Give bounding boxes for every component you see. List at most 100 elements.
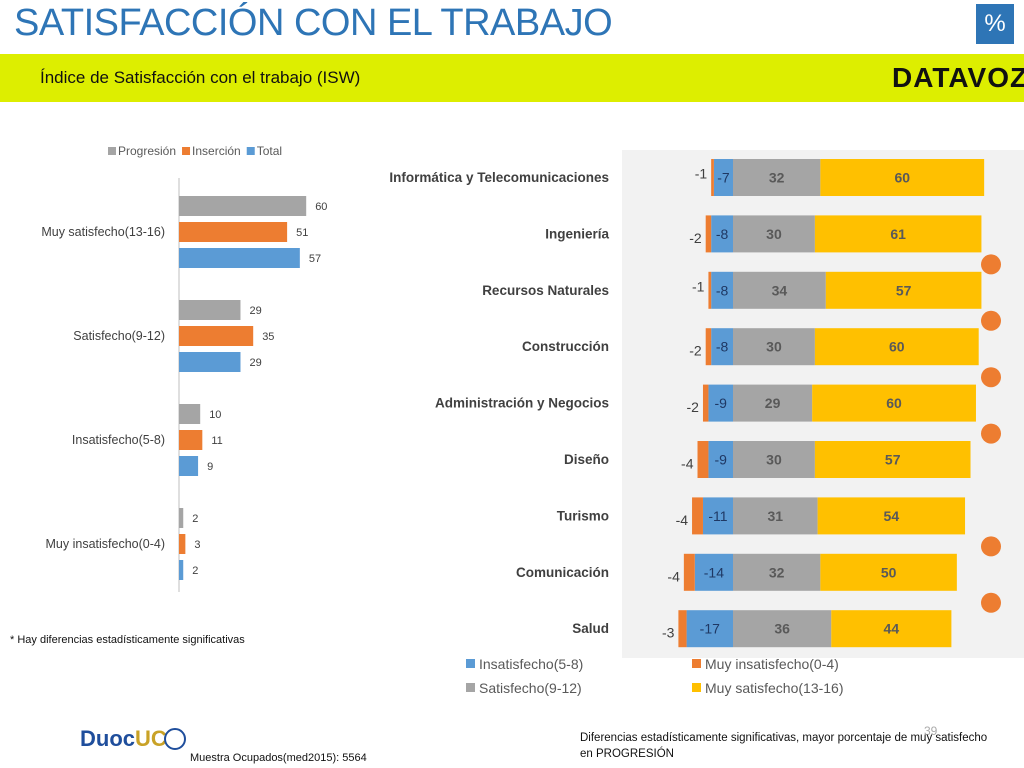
duoc-uc-logo: DuocUC — [78, 724, 186, 754]
legend-label-muy-insatisfecho-0-4: Muy insatisfecho(0-4) — [705, 656, 839, 672]
data-label-insatisfecho-ingenieria: -8 — [716, 226, 729, 242]
data-label-muy-insatisfecho-diseno: -4 — [681, 456, 694, 472]
data-label-satisfecho-comunicacion: 32 — [769, 564, 785, 580]
data-label-insatisfecho-salud: -17 — [700, 621, 720, 637]
bar-insercion-muy-insatisfecho-0-4 — [179, 534, 186, 554]
legend-swatch-muy-satisfecho-13-16 — [692, 683, 701, 692]
data-label-muy-satisfecho-construccion: 60 — [889, 339, 905, 355]
data-label-insatisfecho-comunicacion: -14 — [704, 564, 724, 580]
legend-label-progresion: Progresión — [118, 144, 176, 158]
data-label-total-muy-satisfecho-13-16: 57 — [309, 253, 321, 265]
bar-insatisfecho-administracion-y-negocios — [708, 384, 733, 422]
data-label-satisfecho-diseno: 30 — [766, 452, 782, 468]
bar-satisfecho-administracion-y-negocios — [733, 384, 813, 422]
bar-satisfecho-recursos-naturales — [733, 271, 826, 309]
bar-muy-insatisfecho-diseno — [697, 441, 709, 478]
bar-muy-satisfecho-recursos-naturales — [825, 271, 982, 309]
percent-badge: % — [976, 4, 1014, 44]
bar-insercion-muy-satisfecho-13-16 — [179, 222, 288, 242]
bar-muy-insatisfecho-informatica-y-telecomunicaciones — [711, 159, 714, 196]
data-label-muy-satisfecho-ingenieria: 61 — [890, 226, 906, 242]
bar-muy-insatisfecho-turismo — [692, 497, 703, 535]
data-label-muy-insatisfecho-turismo: -4 — [676, 512, 689, 528]
category-label-comunicacion: Comunicación — [516, 565, 609, 580]
category-label-administracion-y-negocios: Administración y Negocios — [435, 396, 609, 411]
data-label-muy-satisfecho-turismo: 54 — [884, 508, 900, 524]
category-label-informatica-y-telecomunicaciones: Informática y Telecomunicaciones — [389, 170, 609, 185]
data-label-satisfecho-turismo: 31 — [768, 508, 784, 524]
subtitle-banner: Índice de Satisfacción con el trabajo (I… — [0, 54, 1024, 102]
bar-muy-insatisfecho-administracion-y-negocios — [702, 384, 709, 422]
category-label-turismo: Turismo — [557, 508, 609, 523]
data-label-satisfecho-administracion-y-negocios: 29 — [765, 395, 781, 411]
bar-muy-insatisfecho-construccion — [705, 328, 712, 366]
legend-swatch-insatisfecho-5-8 — [466, 659, 475, 668]
bar-muy-insatisfecho-recursos-naturales — [708, 271, 712, 309]
significance-dot-ingenieria — [981, 254, 1001, 275]
legend-swatch-satisfecho-9-12 — [466, 683, 475, 692]
bar-progresion-muy-satisfecho-13-16 — [179, 196, 307, 216]
data-label-insercion-muy-insatisfecho-0-4: 3 — [194, 539, 200, 551]
bar-insatisfecho-turismo — [702, 497, 733, 535]
data-label-satisfecho-construccion: 30 — [766, 339, 782, 355]
bar-insatisfecho-diseno — [708, 441, 733, 478]
data-label-muy-insatisfecho-salud: -3 — [662, 625, 675, 641]
page-title: SATISFACCIÓN CON EL TRABAJO — [14, 2, 613, 44]
data-label-insatisfecho-diseno: -9 — [714, 452, 727, 468]
data-label-muy-satisfecho-recursos-naturales: 57 — [896, 282, 912, 298]
legend-label-insatisfecho-5-8: Insatisfecho(5-8) — [479, 656, 583, 672]
bar-insatisfecho-informatica-y-telecomunicaciones — [713, 159, 733, 196]
bar-muy-satisfecho-administracion-y-negocios — [812, 384, 976, 422]
data-label-progresion-muy-satisfecho-13-16: 60 — [315, 201, 327, 213]
data-label-muy-satisfecho-informatica-y-telecomunicaciones: 60 — [894, 170, 910, 186]
bar-insatisfecho-ingenieria — [711, 215, 733, 253]
bar-satisfecho-comunicacion — [733, 553, 821, 591]
data-label-insatisfecho-informatica-y-telecomunicaciones: -7 — [717, 170, 730, 186]
sample-size: Muestra Ocupados(med2015): 5564 — [190, 752, 367, 764]
bar-muy-satisfecho-comunicacion — [820, 553, 957, 591]
legend-label-muy-satisfecho-13-16: Muy satisfecho(13-16) — [705, 680, 844, 696]
bar-progresion-insatisfecho-5-8 — [179, 404, 201, 424]
data-label-muy-satisfecho-diseno: 57 — [885, 452, 901, 468]
bar-progresion-muy-insatisfecho-0-4 — [179, 508, 184, 528]
category-label-insatisfecho-5-8: Insatisfecho(5-8) — [72, 433, 165, 447]
significance-dot-comunicacion — [981, 592, 1001, 613]
bar-insatisfecho-salud — [686, 610, 733, 648]
category-label-muy-satisfecho-13-16: Muy satisfecho(13-16) — [41, 225, 165, 239]
category-label-recursos-naturales: Recursos Naturales — [482, 283, 609, 298]
bar-muy-insatisfecho-salud — [678, 610, 687, 648]
bar-insatisfecho-comunicacion — [694, 553, 733, 591]
data-label-satisfecho-recursos-naturales: 34 — [772, 282, 788, 298]
bar-insercion-satisfecho-9-12 — [179, 326, 254, 346]
legend-swatch-total — [246, 147, 255, 155]
category-label-ingenieria: Ingeniería — [545, 226, 609, 241]
data-label-progresion-insatisfecho-5-8: 10 — [209, 409, 221, 421]
legend-label-total: Total — [257, 144, 282, 158]
bar-insercion-insatisfecho-5-8 — [179, 430, 203, 450]
data-label-total-muy-insatisfecho-0-4: 2 — [192, 565, 198, 577]
bar-satisfecho-turismo — [733, 497, 818, 535]
significance-dot-administracion-y-negocios — [981, 423, 1001, 444]
bar-satisfecho-informatica-y-telecomunicaciones — [733, 159, 821, 196]
satisfaction-by-career-chart: Informática y Telecomunicaciones -7 -1 32 60… — [389, 150, 1024, 696]
data-label-progresion-satisfecho-9-12: 29 — [249, 305, 261, 317]
data-label-muy-satisfecho-administracion-y-negocios: 60 — [886, 395, 902, 411]
category-label-salud: Salud — [572, 621, 609, 636]
page-number: 39 — [924, 724, 938, 738]
data-label-progresion-muy-insatisfecho-0-4: 2 — [192, 513, 198, 525]
data-label-muy-insatisfecho-administracion-y-negocios: -2 — [687, 399, 700, 415]
data-label-total-satisfecho-9-12: 29 — [249, 357, 261, 369]
legend-swatch-progresion — [108, 147, 116, 155]
data-label-insatisfecho-administracion-y-negocios: -9 — [714, 395, 727, 411]
data-label-muy-satisfecho-comunicacion: 50 — [881, 564, 897, 580]
data-label-muy-insatisfecho-informatica-y-telecomunicaciones: -1 — [695, 166, 708, 182]
duoc-logo-text: Duoc — [80, 726, 135, 751]
data-label-insercion-muy-satisfecho-13-16: 51 — [296, 227, 308, 239]
significance-dot-construccion — [981, 367, 1001, 388]
data-label-satisfecho-salud: 36 — [774, 621, 790, 637]
data-label-satisfecho-ingenieria: 30 — [766, 226, 782, 242]
legend-label-insercion: Inserción — [192, 144, 241, 158]
data-label-insercion-satisfecho-9-12: 35 — [262, 331, 274, 343]
category-label-construccion: Construcción — [522, 339, 609, 354]
bar-insatisfecho-construccion — [711, 328, 733, 366]
